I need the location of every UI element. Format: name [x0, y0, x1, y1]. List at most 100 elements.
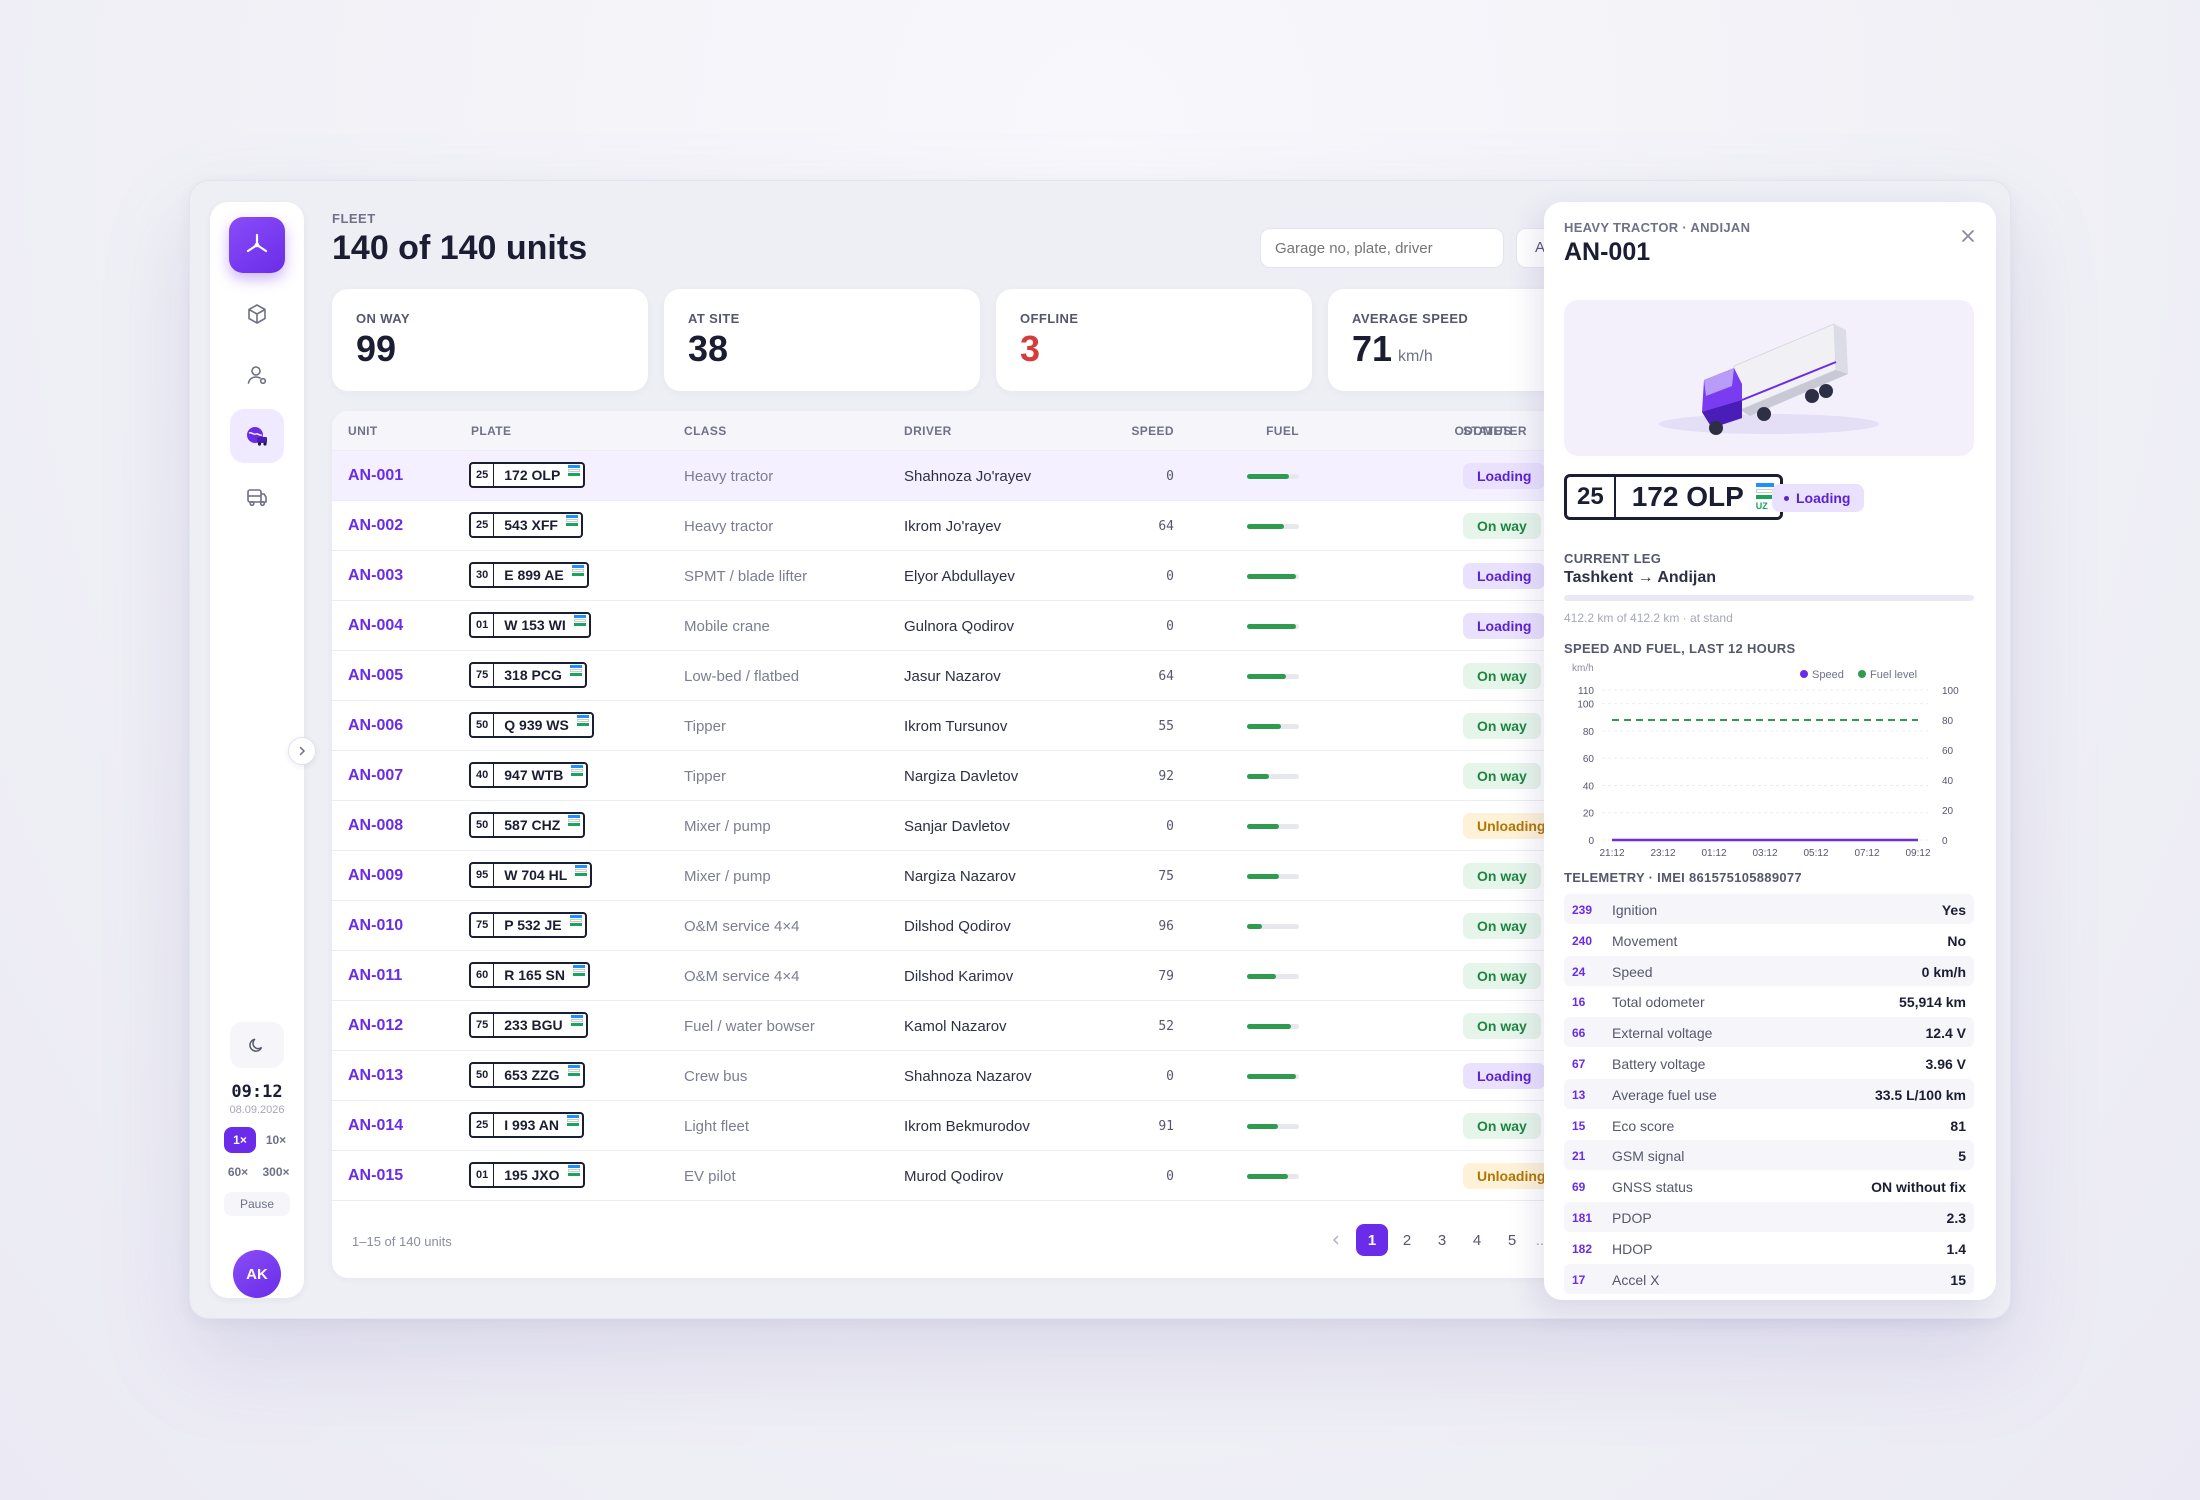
unit-id[interactable]: AN-012: [348, 1017, 404, 1034]
moon-icon[interactable]: [230, 1022, 284, 1068]
status-badge: Unloading: [1463, 1163, 1560, 1189]
table-row[interactable]: AN-010 75 P 532 JE O&M service 4×4 Dilsh…: [332, 901, 1582, 951]
table-row[interactable]: AN-007 40 947 WTB Tipper Nargiza Davleto…: [332, 751, 1582, 801]
unit-detail-panel: HEAVY TRACTOR · ANDIJAN AN-001 25: [1544, 202, 1996, 1300]
unit-class: Heavy tractor: [684, 468, 774, 485]
plate: 25 I 993 AN: [469, 1112, 584, 1138]
table-row[interactable]: AN-006 50 Q 939 WS Tipper Ikrom Tursunov…: [332, 701, 1582, 751]
column-speed[interactable]: SPEED: [1131, 424, 1174, 438]
table-row[interactable]: AN-005 75 318 PCG Low-bed / flatbed Jasu…: [332, 651, 1582, 701]
uz-flag-icon: [570, 1015, 583, 1035]
plate-number: 172 OLP: [1631, 481, 1744, 512]
unit-id[interactable]: AN-002: [348, 517, 404, 534]
unit-id[interactable]: AN-004: [348, 617, 404, 634]
turbine-icon[interactable]: [229, 217, 285, 273]
user-settings-icon[interactable]: [230, 348, 284, 402]
table-row[interactable]: AN-002 25 543 XFF Heavy tractor Ikrom Jo…: [332, 501, 1582, 551]
unit-id[interactable]: AN-005: [348, 667, 404, 684]
plate-region: 25: [1567, 477, 1616, 517]
unit-id[interactable]: AN-010: [348, 917, 404, 934]
unit-id[interactable]: AN-008: [348, 817, 404, 834]
telemetry-row: 66 External voltage 12.4 V: [1564, 1017, 1974, 1048]
avatar[interactable]: AK: [233, 1250, 281, 1298]
box-icon[interactable]: [230, 287, 284, 341]
status-badge: Loading: [1463, 563, 1546, 589]
truck-globe-icon[interactable]: [230, 409, 284, 463]
search-input[interactable]: [1260, 228, 1504, 268]
column-status[interactable]: STATUS: [1463, 424, 1512, 438]
uz-flag-icon: [569, 665, 582, 685]
table-row[interactable]: AN-013 50 653 ZZG Crew bus Shahnoza Naza…: [332, 1051, 1582, 1101]
speed-value: 75: [1158, 869, 1174, 884]
telemetry-id: 16: [1572, 995, 1586, 1010]
telemetry-value: 15: [1950, 1271, 1966, 1288]
chevron-left-icon: [1332, 1235, 1339, 1245]
plate-number: E 899 AE: [504, 567, 564, 583]
telemetry-id: 240: [1572, 933, 1593, 948]
speed-10x-button[interactable]: 10×: [265, 1133, 287, 1147]
column-fuel[interactable]: FUEL: [1266, 424, 1299, 438]
close-icon[interactable]: [1956, 224, 1980, 248]
y-left-tick-label: 20: [1583, 809, 1595, 820]
status-badge: On way: [1463, 663, 1541, 689]
unit-id[interactable]: AN-014: [348, 1117, 404, 1134]
table-row[interactable]: AN-011 60 R 165 SN O&M service 4×4 Dilsh…: [332, 951, 1582, 1001]
table-row[interactable]: AN-009 95 W 704 HL Mixer / pump Nargiza …: [332, 851, 1582, 901]
uz-flag-icon: [566, 1115, 579, 1135]
plate-number: 653 ZZG: [504, 1067, 560, 1083]
telemetry-value: 5: [1958, 1148, 1966, 1165]
page-3-button[interactable]: 3: [1437, 1231, 1447, 1249]
telemetry-id: 24: [1572, 964, 1586, 979]
telemetry-label: GSM signal: [1612, 1148, 1685, 1165]
unit-id[interactable]: AN-009: [348, 867, 404, 884]
fuel-bar: [1247, 624, 1299, 629]
page-1-button[interactable]: 1: [1356, 1224, 1388, 1256]
speed-value: 0: [1166, 1169, 1174, 1184]
plate-region: 30: [471, 564, 495, 586]
table-row[interactable]: AN-008 50 587 CHZ Mixer / pump Sanjar Da…: [332, 801, 1582, 851]
unit-class: Mixer / pump: [684, 818, 771, 835]
speed-300x-button[interactable]: 300×: [262, 1165, 290, 1179]
unit-id[interactable]: AN-001: [348, 467, 404, 484]
status-badge: On way: [1463, 963, 1541, 989]
unit-id[interactable]: AN-006: [348, 717, 404, 734]
table-row[interactable]: AN-004 01 W 153 WI Mobile crane Gulnora …: [332, 601, 1582, 651]
page-5-button[interactable]: 5: [1507, 1231, 1517, 1249]
speed-1x-button[interactable]: 1×: [224, 1127, 256, 1153]
y-right-tick-label: 80: [1942, 716, 1954, 727]
telemetry-label: GNSS status: [1612, 1179, 1693, 1196]
bus-icon[interactable]: [230, 470, 284, 524]
y-right-tick-label: 0: [1942, 836, 1948, 847]
page-2-button[interactable]: 2: [1402, 1231, 1412, 1249]
unit-id[interactable]: AN-011: [348, 967, 403, 984]
pause-button[interactable]: Pause: [224, 1192, 290, 1216]
table-row[interactable]: AN-015 01 195 JXO EV pilot Murod Qodirov…: [332, 1151, 1582, 1201]
status-badge: Loading: [1463, 463, 1546, 489]
fuel-bar: [1247, 674, 1299, 679]
table-row[interactable]: AN-012 75 233 BGU Fuel / water bowser Ka…: [332, 1001, 1582, 1051]
driver-name: Nargiza Nazarov: [904, 868, 1016, 885]
speed-value: 79: [1158, 969, 1174, 984]
table-row[interactable]: AN-014 25 I 993 AN Light fleet Ikrom Bek…: [332, 1101, 1582, 1151]
column-unit[interactable]: UNIT: [348, 424, 378, 438]
unit-class: Heavy tractor: [684, 518, 774, 535]
unit-id[interactable]: AN-013: [348, 1067, 404, 1084]
sidebar-expand-button[interactable]: [288, 737, 316, 765]
column-driver[interactable]: DRIVER: [904, 424, 952, 438]
speed-60x-button[interactable]: 60×: [227, 1165, 249, 1179]
x-tick-label: 01:12: [1701, 848, 1726, 859]
unit-id[interactable]: AN-015: [348, 1167, 404, 1184]
unit-id[interactable]: AN-003: [348, 567, 404, 584]
driver-name: Shahnoza Nazarov: [904, 1068, 1032, 1085]
telemetry-row: 21 GSM signal 5: [1564, 1140, 1974, 1171]
table-row[interactable]: AN-003 30 E 899 AE SPMT / blade lifter E…: [332, 551, 1582, 601]
table-row[interactable]: AN-001 25 172 OLP Heavy tractor Shahnoza…: [332, 451, 1582, 501]
telemetry-id: 17: [1572, 1272, 1586, 1287]
page-4-button[interactable]: 4: [1472, 1231, 1482, 1249]
telemetry-value: 2.3: [1946, 1210, 1966, 1226]
unit-id[interactable]: AN-007: [348, 767, 404, 784]
prev-page-button[interactable]: [1320, 1224, 1352, 1256]
column-odometer[interactable]: ODOMETER: [1454, 424, 1527, 438]
column-plate[interactable]: PLATE: [471, 424, 512, 438]
column-class[interactable]: CLASS: [684, 424, 727, 438]
